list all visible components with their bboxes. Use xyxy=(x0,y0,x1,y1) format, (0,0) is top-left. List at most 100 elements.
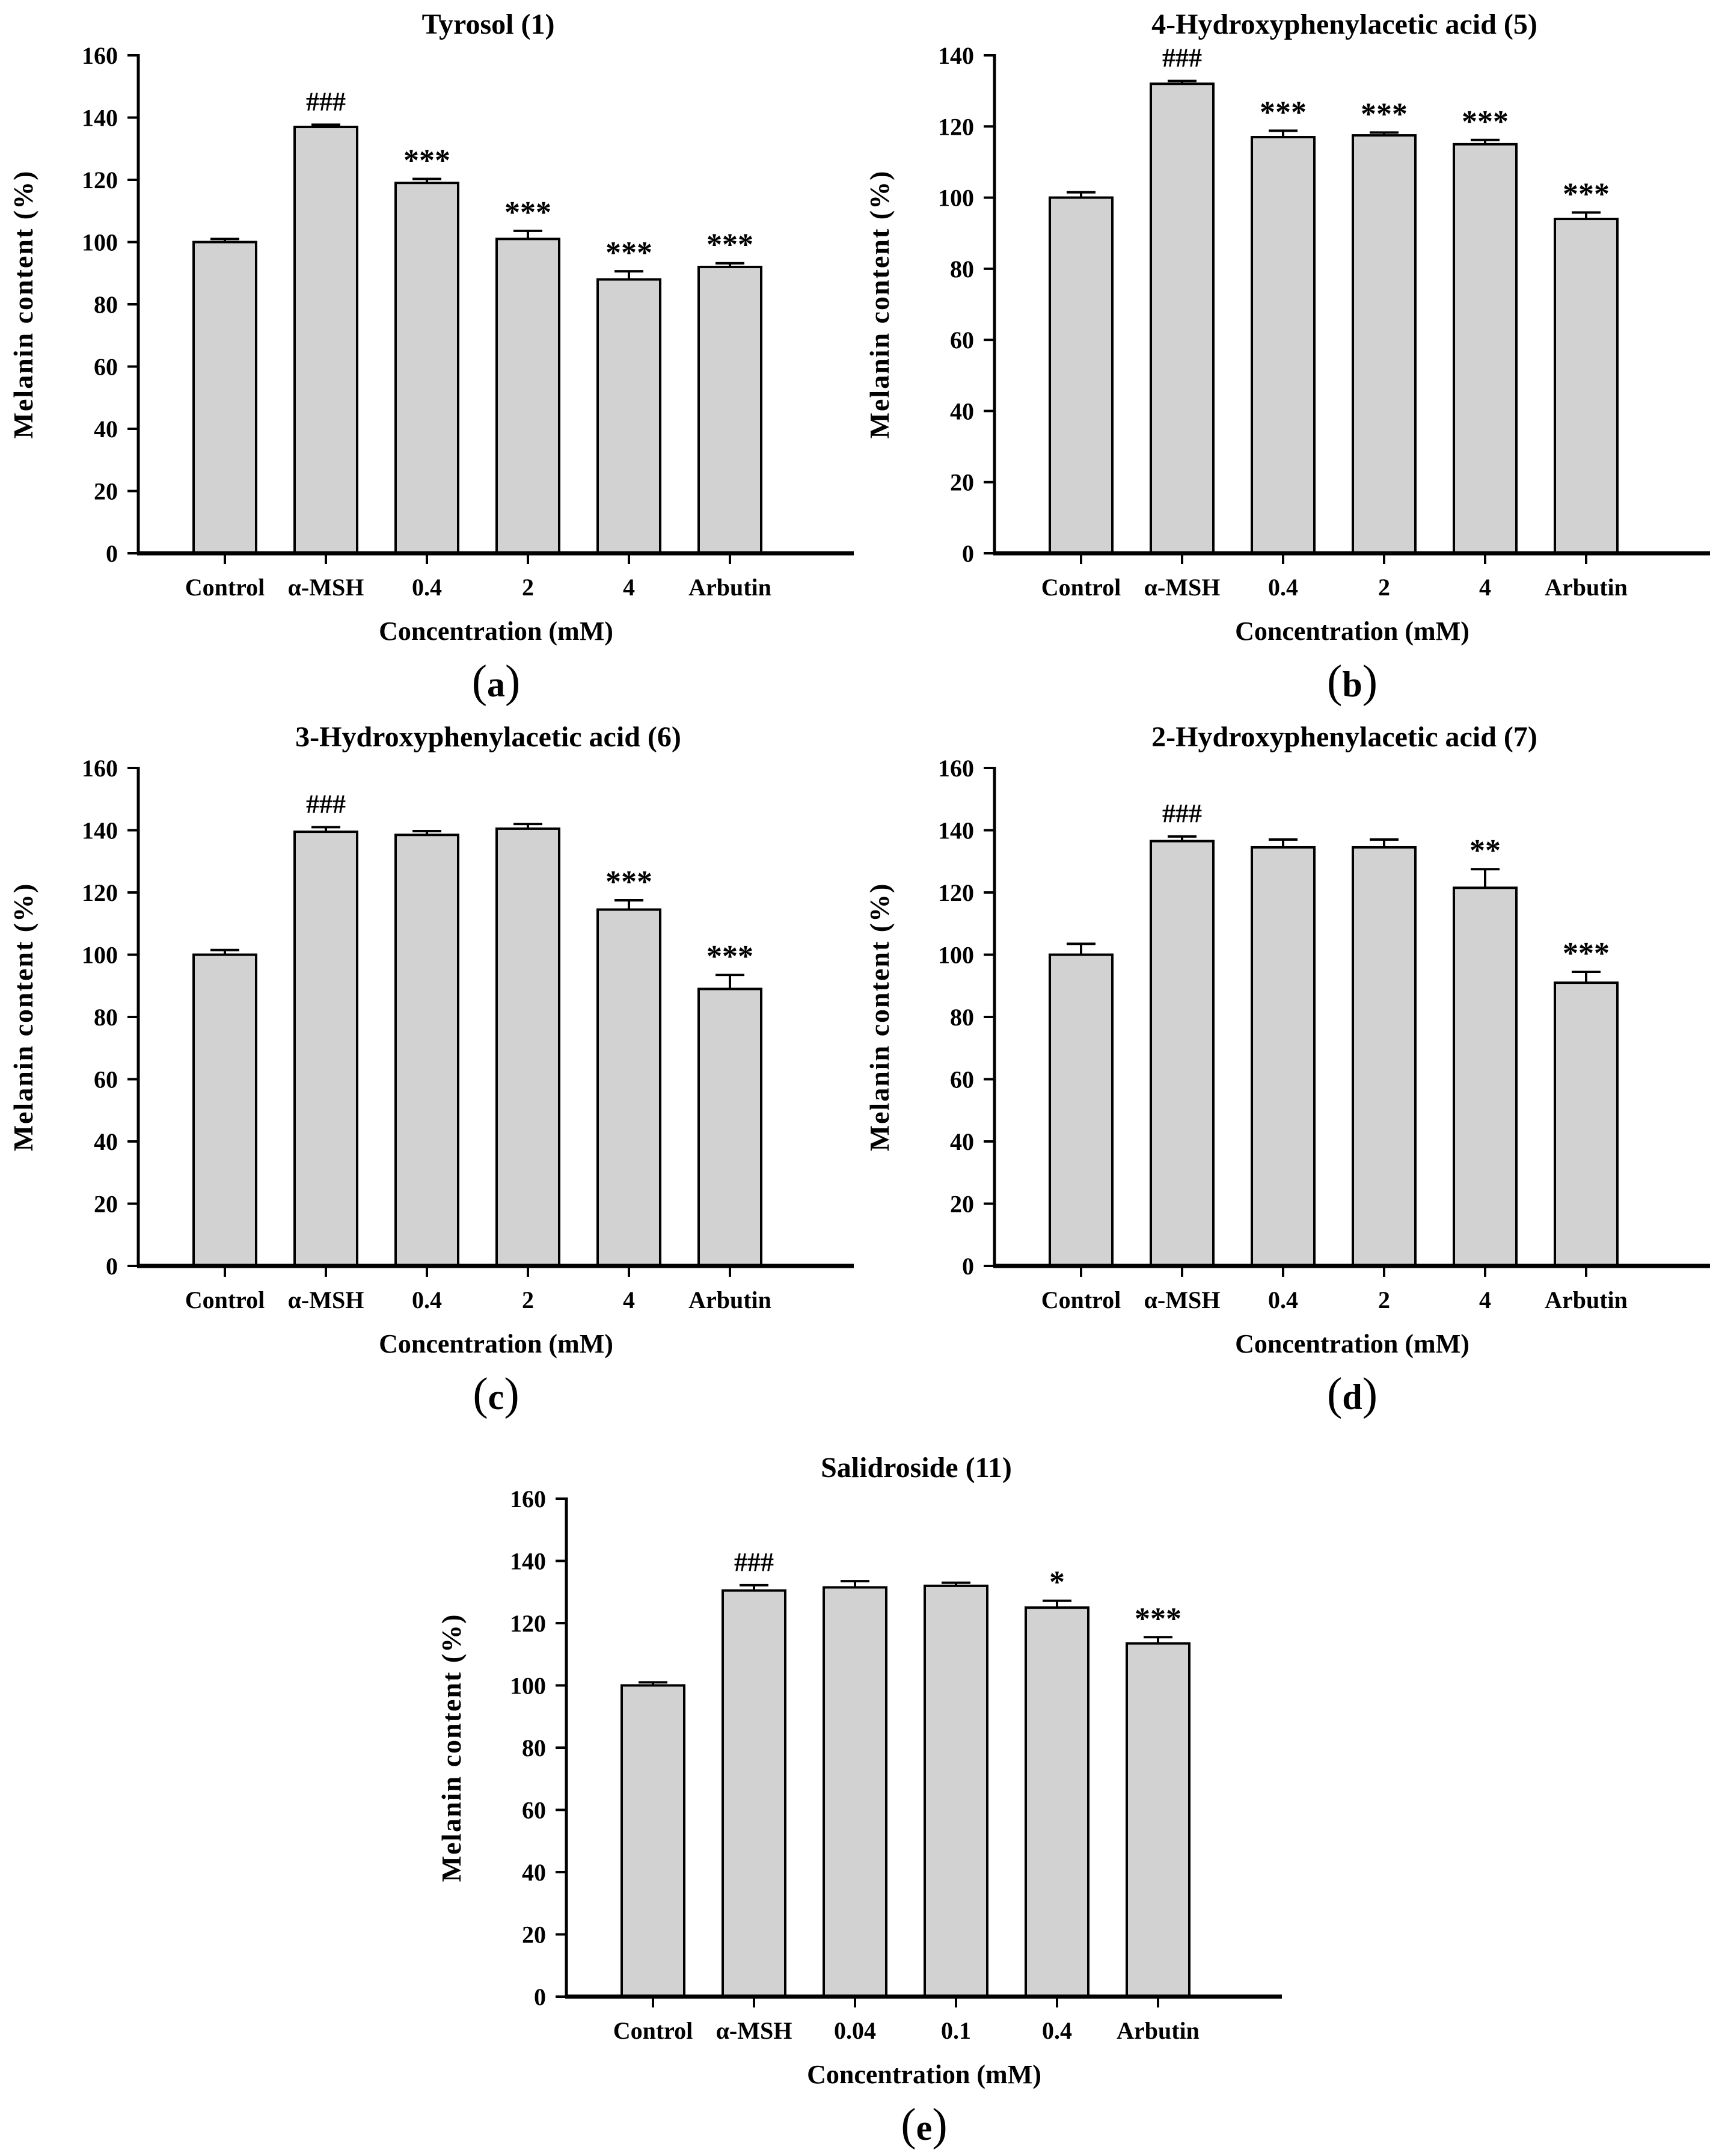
bar xyxy=(495,238,560,554)
chart-row-top: Tyrosol (1) 0 20 40 60 80 100 120 140 160 Melanin … xyxy=(0,0,1712,713)
y-tick-label: 100 xyxy=(82,942,118,969)
bar xyxy=(722,1589,786,1998)
x-tick-label: 4 xyxy=(623,1286,635,1313)
significance-annotation: *** xyxy=(1563,936,1610,971)
bar xyxy=(495,827,560,1268)
chart-title: Tyrosol (1) xyxy=(422,8,555,40)
bar xyxy=(394,182,459,554)
y-tick-label: 100 xyxy=(82,229,118,256)
bar xyxy=(1453,143,1518,555)
y-tick-label: 80 xyxy=(94,291,118,318)
chart-panel-a: Tyrosol (1) 0 20 40 60 80 100 120 140 160 Melanin … xyxy=(0,0,856,713)
y-tick-label: 60 xyxy=(950,327,974,354)
panel-label: (d) xyxy=(1327,1369,1377,1419)
y-tick-label: 80 xyxy=(950,1004,974,1031)
significance-annotation: *** xyxy=(403,143,450,177)
y-tick-label: 100 xyxy=(938,942,974,969)
x-tick-label: Control xyxy=(1041,1286,1121,1313)
y-tick-label: 20 xyxy=(522,1921,546,1949)
y-tick-label: 160 xyxy=(938,755,974,782)
significance-annotation: *** xyxy=(605,865,652,899)
significance-annotation: *** xyxy=(1462,105,1509,139)
y-tick-label: 140 xyxy=(510,1548,546,1575)
y-tick-label: 60 xyxy=(522,1797,546,1824)
x-tick-label: 4 xyxy=(1479,1286,1491,1313)
y-axis-label: Melanin content (%) xyxy=(864,170,895,439)
y-tick-label: 20 xyxy=(950,469,974,496)
x-tick-label: α-MSH xyxy=(1144,1286,1221,1313)
x-tick-label: 0.4 xyxy=(1268,574,1298,601)
y-axis-label: Melanin content (%) xyxy=(8,883,38,1152)
x-tick-label: 2 xyxy=(522,574,534,601)
x-tick-label: 2 xyxy=(522,1286,534,1313)
chart-panel-c: 3-Hydroxyphenylacetic acid (6) 0 20 40 60 80 1… xyxy=(0,713,856,1425)
x-tick-label: α-MSH xyxy=(1144,574,1221,601)
significance-annotation: *** xyxy=(1260,95,1307,129)
bar xyxy=(1251,846,1316,1267)
bar xyxy=(293,831,358,1267)
y-tick-label: 0 xyxy=(962,1253,974,1280)
bar xyxy=(1352,134,1417,555)
y-tick-label: 80 xyxy=(950,256,974,283)
bar xyxy=(621,1684,685,1998)
x-tick-label: 2 xyxy=(1378,574,1390,601)
bar xyxy=(924,1584,988,1998)
bar xyxy=(1049,196,1114,555)
bar xyxy=(1150,840,1215,1268)
x-tick-label: α-MSH xyxy=(716,2017,792,2044)
y-tick-label: 20 xyxy=(94,478,118,505)
chart-title: 2-Hydroxyphenylacetic acid (7) xyxy=(1151,721,1537,753)
bar xyxy=(192,953,257,1267)
x-tick-label: Arbutin xyxy=(1117,2017,1200,2044)
significance-annotation: ** xyxy=(1469,834,1501,868)
significance-annotation: *** xyxy=(1135,1602,1181,1636)
x-axis-label: Concentration (mM) xyxy=(1235,1329,1469,1359)
y-tick-label: 160 xyxy=(82,755,118,782)
x-tick-label: 0.4 xyxy=(1042,2017,1072,2044)
x-tick-label: Control xyxy=(613,2017,693,2044)
y-tick-label: 40 xyxy=(522,1859,546,1886)
significance-annotation: *** xyxy=(1563,177,1610,211)
y-tick-label: 60 xyxy=(94,1066,118,1093)
significance-annotation: * xyxy=(1049,1565,1065,1600)
y-tick-label: 120 xyxy=(82,879,118,906)
y-tick-label: 0 xyxy=(962,540,974,567)
bar xyxy=(697,265,762,554)
bar xyxy=(596,278,661,554)
y-axis-label: Melanin content (%) xyxy=(8,170,38,439)
bar xyxy=(823,1586,887,1998)
significance-annotation: ### xyxy=(306,87,346,116)
bar xyxy=(596,908,661,1267)
y-tick-label: 20 xyxy=(950,1191,974,1218)
bar xyxy=(1126,1642,1191,1998)
y-tick-label: 140 xyxy=(938,42,974,69)
significance-annotation: ### xyxy=(1162,43,1202,73)
y-tick-label: 120 xyxy=(82,167,118,194)
y-tick-label: 0 xyxy=(106,540,118,567)
bar xyxy=(697,987,762,1267)
x-tick-label: Control xyxy=(185,574,265,601)
y-tick-label: 40 xyxy=(950,398,974,425)
x-tick-label: 0.4 xyxy=(412,574,442,601)
panel-label: (e) xyxy=(901,2099,947,2150)
x-tick-label: 2 xyxy=(1378,1286,1390,1313)
bar xyxy=(1554,981,1619,1267)
y-tick-label: 140 xyxy=(938,817,974,844)
chart-title: Salidroside (11) xyxy=(821,1452,1012,1484)
chart-panel-b: 4-Hydroxyphenylacetic acid (5) 0 20 40 60 80 1… xyxy=(856,0,1712,713)
y-tick-label: 60 xyxy=(94,354,118,381)
chart-row-middle: 3-Hydroxyphenylacetic acid (6) 0 20 40 60 80 1… xyxy=(0,713,1712,1425)
y-tick-label: 40 xyxy=(94,1128,118,1155)
significance-annotation: ### xyxy=(734,1547,774,1577)
significance-annotation: *** xyxy=(605,236,652,270)
significance-annotation: *** xyxy=(504,195,551,230)
bar xyxy=(394,834,459,1267)
bar xyxy=(192,241,257,554)
bar xyxy=(1049,953,1114,1267)
bar xyxy=(1554,218,1619,554)
y-tick-label: 100 xyxy=(938,185,974,212)
bar xyxy=(1251,136,1316,554)
chart-title: 4-Hydroxyphenylacetic acid (5) xyxy=(1151,8,1537,40)
x-axis-label: Concentration (mM) xyxy=(1235,616,1469,646)
